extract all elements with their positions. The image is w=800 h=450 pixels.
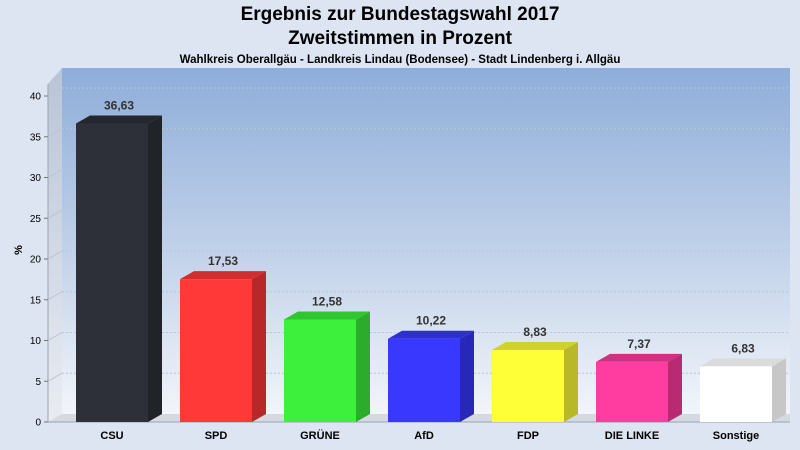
bar-side <box>564 342 578 422</box>
x-tick-label: SPD <box>205 430 228 442</box>
bar-side <box>356 311 370 422</box>
data-label: 12,58 <box>312 294 342 308</box>
data-label: 7,37 <box>627 337 651 351</box>
bar <box>388 338 460 422</box>
grid-line-side <box>47 372 63 382</box>
bar-top <box>180 271 266 280</box>
grid-line-side <box>47 291 63 301</box>
x-axis: CSU SPD GRÜNE AfD FDP DIE LINKE Sonstige <box>100 429 759 442</box>
y-tick-label: 15 <box>30 295 42 306</box>
y-tick-label: 30 <box>30 173 42 184</box>
bar-group: 8,83 <box>492 325 578 422</box>
bar-group: 17,53 <box>180 254 266 422</box>
bar <box>700 366 772 422</box>
bar <box>180 279 252 422</box>
grid-line-side <box>47 128 63 138</box>
bar-top <box>284 311 370 320</box>
y-axis: 0 5 10 15 20 25 30 35 40% <box>13 92 48 429</box>
side-wall <box>48 68 62 422</box>
bar-group: 12,58 <box>284 294 370 422</box>
bar-top <box>596 353 682 362</box>
grid-line-side <box>47 209 63 219</box>
bar-side <box>772 358 786 422</box>
bar-group: 6,83 <box>700 341 786 422</box>
bar-side <box>252 271 266 422</box>
grid-line-side <box>47 169 63 178</box>
bar <box>76 123 148 422</box>
x-tick-label: FDP <box>517 430 539 442</box>
data-label: 10,22 <box>416 314 446 328</box>
bar-top <box>700 358 786 367</box>
bar-group: 7,37 <box>596 337 682 422</box>
bar-group: 10,22 <box>388 314 474 422</box>
y-tick-label: 25 <box>30 214 42 225</box>
x-tick-label: GRÜNE <box>300 429 340 442</box>
data-label: 6,83 <box>731 341 755 355</box>
bar <box>492 350 564 422</box>
y-axis-label: % <box>13 245 25 255</box>
bar-side <box>460 330 474 422</box>
y-tick-label: 40 <box>30 92 42 103</box>
y-tick-label: 35 <box>30 132 42 143</box>
bar-side <box>148 115 162 422</box>
bar-group: 36,63 <box>76 98 162 422</box>
bars: 36,63 17,53 12,58 10,22 8,83 7,37 6,83 <box>76 98 786 422</box>
grid-line-side <box>47 332 63 341</box>
bar <box>284 319 356 422</box>
grid-line-side <box>47 250 63 260</box>
x-tick-label: DIE LINKE <box>605 430 659 442</box>
x-tick-label: AfD <box>414 430 434 442</box>
chart-title-line2: Zweitstimmen in Prozent <box>288 28 512 49</box>
bar-top <box>76 115 162 124</box>
bar-side <box>668 353 682 422</box>
chart-subtitle: Wahlkreis Oberallgäu - Landkreis Lindau … <box>179 54 621 66</box>
y-tick-label: 10 <box>30 336 42 347</box>
data-label: 17,53 <box>208 254 238 268</box>
bar-top <box>388 330 474 339</box>
data-label: 8,83 <box>523 325 547 339</box>
x-tick-label: Sonstige <box>713 430 759 442</box>
y-tick-label: 20 <box>30 255 42 266</box>
bar <box>596 361 668 422</box>
y-tick-label: 0 <box>35 418 41 429</box>
bar-top <box>492 342 578 351</box>
y-tick-label: 5 <box>35 377 41 388</box>
grid-line-side <box>47 87 63 97</box>
data-label: 36,63 <box>104 98 134 112</box>
chart-title: Ergebnis zur Bundestagswahl 2017 <box>240 4 560 25</box>
x-tick-label: CSU <box>100 430 123 442</box>
